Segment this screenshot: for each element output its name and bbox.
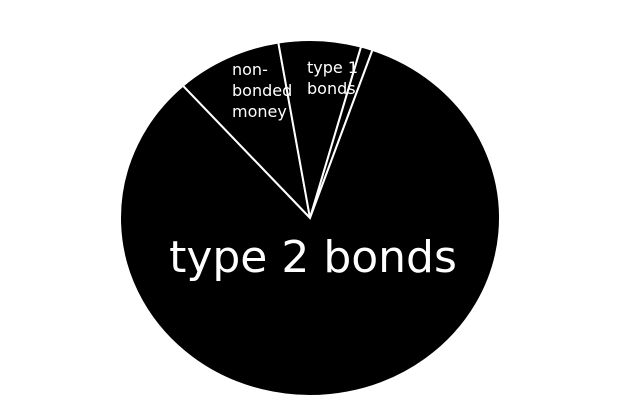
pie-slices (119, 39, 501, 397)
slice-label-line: bonds (307, 79, 356, 98)
slice-label-line: money (232, 102, 287, 121)
slice-label-type-1-bonds: type 1 bonds (307, 58, 363, 98)
pie-slice-non-bonded-money (181, 41, 312, 222)
pie-labels: non- bonded money type 1 bonds type 2 bo… (169, 58, 457, 283)
slice-label-non-bonded-money: non- bonded money (232, 60, 297, 121)
slice-label-line: bonded (232, 81, 292, 100)
slice-label-type-2-bonds: type 2 bonds (169, 232, 457, 283)
slice-label-line: type 1 (307, 58, 358, 77)
slice-label-line: non- (232, 60, 268, 79)
slice-label-line: type 2 bonds (169, 232, 457, 283)
pie-slice-type-2-bonds (119, 48, 501, 397)
